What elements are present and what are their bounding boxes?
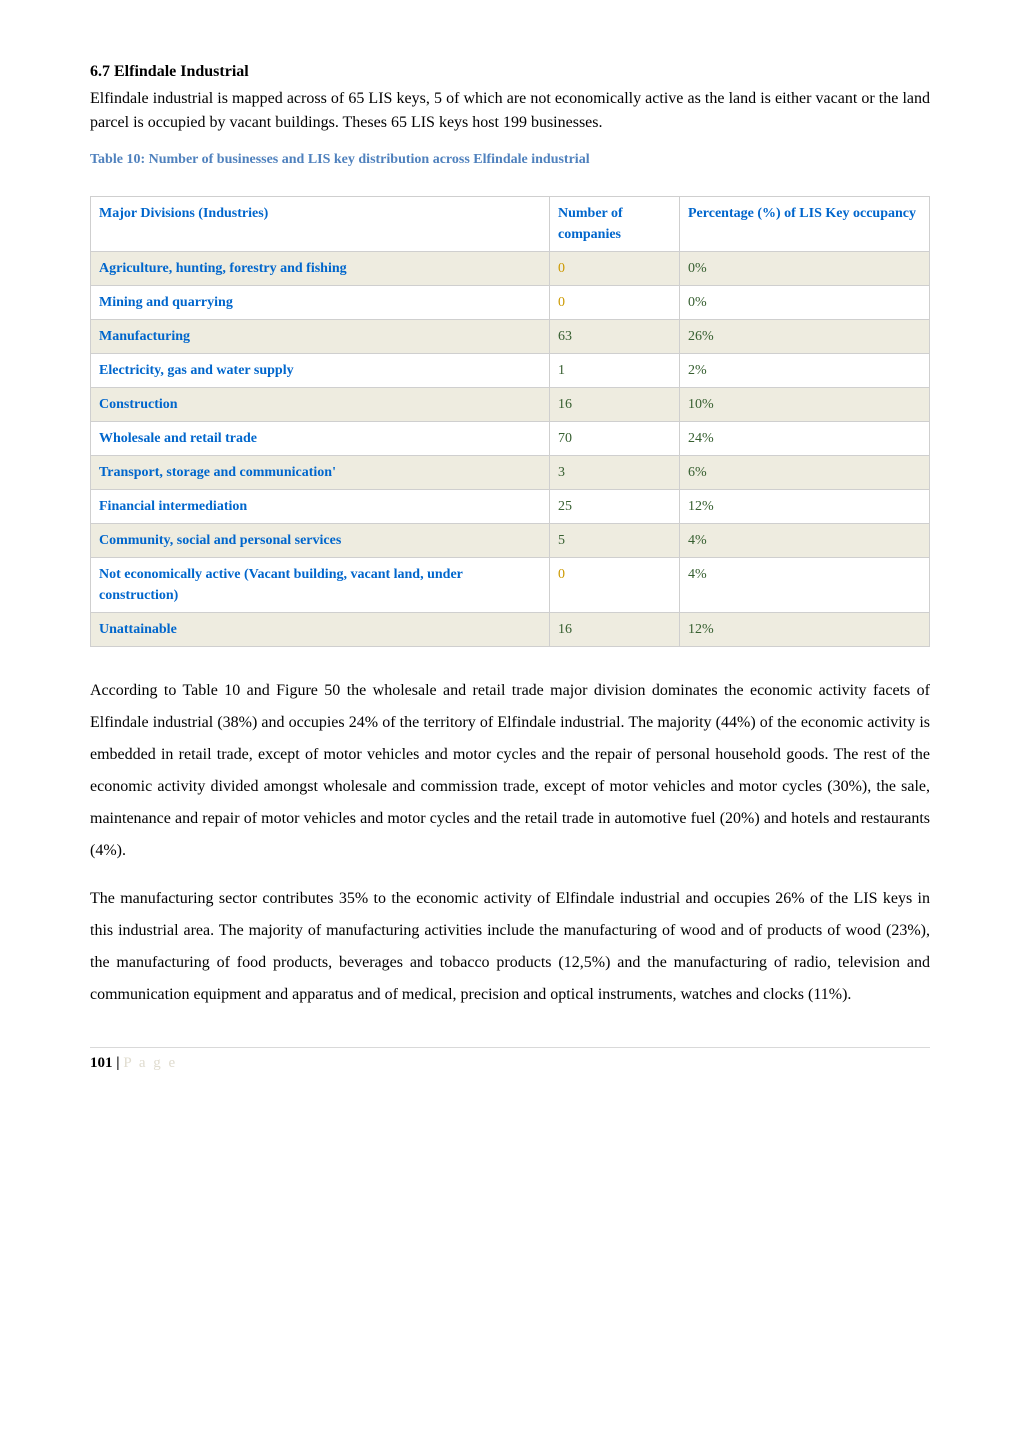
cell-pct: 12%: [680, 613, 930, 647]
col-header-division: Major Divisions (Industries): [91, 197, 550, 252]
cell-division: Community, social and personal services: [91, 524, 550, 558]
cell-num: 0: [550, 286, 680, 320]
table-row: Not economically active (Vacant building…: [91, 558, 930, 613]
cell-num: 25: [550, 490, 680, 524]
cell-num: 63: [550, 320, 680, 354]
body-paragraph-1: According to Table 10 and Figure 50 the …: [90, 675, 930, 867]
table-row: Unattainable1612%: [91, 613, 930, 647]
cell-division: Electricity, gas and water supply: [91, 354, 550, 388]
footer-separator: |: [113, 1055, 124, 1071]
body-paragraph-2: The manufacturing sector contributes 35%…: [90, 883, 930, 1011]
table-row: Wholesale and retail trade7024%: [91, 422, 930, 456]
table-row: Financial intermediation2512%: [91, 490, 930, 524]
section-heading: 6.7 Elfindale Industrial: [90, 60, 930, 84]
cell-num: 1: [550, 354, 680, 388]
cell-division: Mining and quarrying: [91, 286, 550, 320]
cell-num: 16: [550, 613, 680, 647]
cell-pct: 26%: [680, 320, 930, 354]
cell-division: Not economically active (Vacant building…: [91, 558, 550, 613]
industries-table: Major Divisions (Industries) Number of c…: [90, 196, 930, 647]
table-row: Mining and quarrying00%: [91, 286, 930, 320]
table-row: Transport, storage and communication'36%: [91, 456, 930, 490]
cell-division: Construction: [91, 388, 550, 422]
table-row: Community, social and personal services5…: [91, 524, 930, 558]
cell-num: 0: [550, 252, 680, 286]
intro-paragraph: Elfindale industrial is mapped across of…: [90, 87, 930, 135]
page-label: P a g e: [123, 1055, 177, 1071]
cell-division: Wholesale and retail trade: [91, 422, 550, 456]
col-header-pct: Percentage (%) of LIS Key occupancy: [680, 197, 930, 252]
cell-pct: 10%: [680, 388, 930, 422]
cell-pct: 4%: [680, 558, 930, 613]
col-header-num: Number of companies: [550, 197, 680, 252]
cell-pct: 0%: [680, 252, 930, 286]
cell-num: 3: [550, 456, 680, 490]
table-header-row: Major Divisions (Industries) Number of c…: [91, 197, 930, 252]
cell-pct: 12%: [680, 490, 930, 524]
cell-division: Unattainable: [91, 613, 550, 647]
cell-pct: 6%: [680, 456, 930, 490]
cell-num: 0: [550, 558, 680, 613]
table-row: Manufacturing6326%: [91, 320, 930, 354]
cell-pct: 24%: [680, 422, 930, 456]
table-row: Agriculture, hunting, forestry and fishi…: [91, 252, 930, 286]
page-footer: 101 | P a g e: [90, 1052, 930, 1075]
cell-num: 16: [550, 388, 680, 422]
cell-division: Agriculture, hunting, forestry and fishi…: [91, 252, 550, 286]
cell-num: 5: [550, 524, 680, 558]
cell-num: 70: [550, 422, 680, 456]
table-row: Electricity, gas and water supply12%: [91, 354, 930, 388]
footer-rule: [90, 1047, 930, 1048]
page-number: 101: [90, 1055, 113, 1071]
cell-division: Manufacturing: [91, 320, 550, 354]
table-row: Construction1610%: [91, 388, 930, 422]
cell-pct: 2%: [680, 354, 930, 388]
cell-division: Transport, storage and communication': [91, 456, 550, 490]
cell-division: Financial intermediation: [91, 490, 550, 524]
cell-pct: 4%: [680, 524, 930, 558]
table-caption: Table 10: Number of businesses and LIS k…: [90, 149, 930, 170]
cell-pct: 0%: [680, 286, 930, 320]
